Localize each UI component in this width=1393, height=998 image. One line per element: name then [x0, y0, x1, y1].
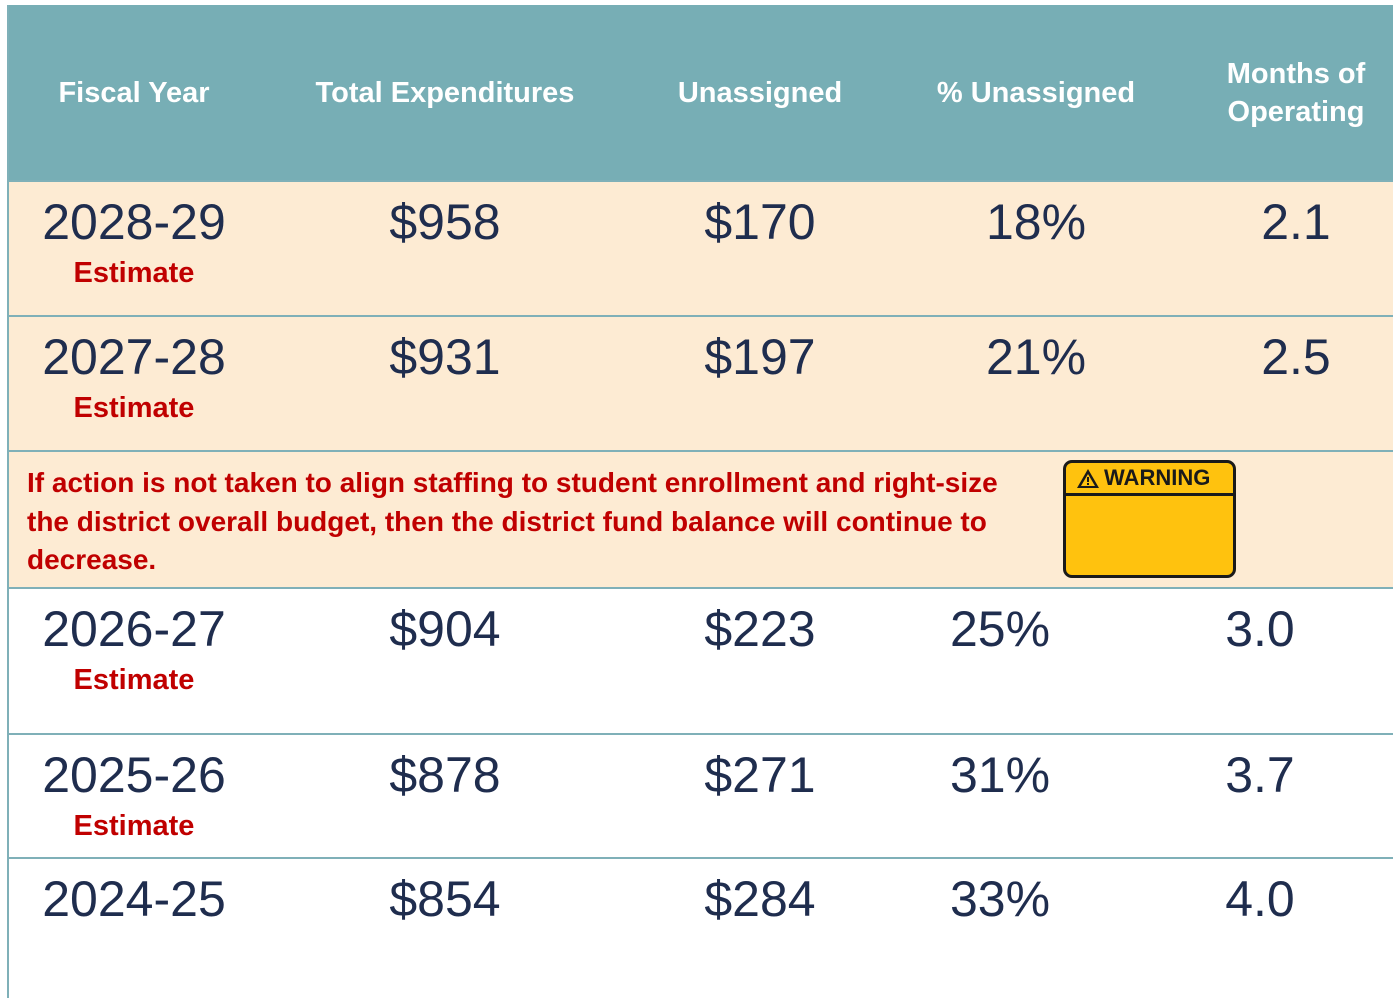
- cell-unassigned: $197: [704, 329, 816, 385]
- cell-year: 2027-28: [42, 329, 226, 385]
- cell-note: Estimate: [73, 257, 195, 289]
- cell-months: 2.5: [1261, 329, 1331, 385]
- table-row: 2024-25 $854 $284 33% 4.0: [8, 857, 1393, 998]
- cell-year: 2026-27: [42, 601, 226, 657]
- table-row: 2025-26 $878 $271 31% 3.7 Estimate: [8, 733, 1393, 857]
- cell-percent: 31%: [949, 747, 1051, 803]
- header-cell: Fiscal Year: [58, 76, 210, 109]
- warning-label: WARNING: [1104, 465, 1211, 490]
- cell-note: Estimate: [73, 392, 195, 424]
- header-cell: Total Expenditures: [315, 76, 575, 109]
- cell-unassigned: $223: [704, 601, 816, 657]
- cell-months: 3.7: [1225, 747, 1295, 803]
- cell-year: 2024-25: [42, 871, 226, 927]
- cell-expenditures: $958: [389, 194, 501, 250]
- warning-row: If action is not taken to align staffing…: [8, 450, 1393, 587]
- warning-band: WARNING: [1066, 463, 1233, 496]
- header-cell: Months of Operating: [1226, 57, 1366, 128]
- cell-percent: 33%: [949, 871, 1051, 927]
- cell-months: 3.0: [1225, 601, 1295, 657]
- header-cell: Unassigned: [677, 76, 843, 109]
- cell-note: Estimate: [73, 810, 195, 842]
- cell-percent: 18%: [985, 194, 1087, 250]
- cell-year: 2028-29: [42, 194, 226, 250]
- cell-expenditures: $854: [389, 871, 501, 927]
- cell-expenditures: $904: [389, 601, 501, 657]
- table-header: Fiscal Year Total Expenditures Unassigned%…: [8, 5, 1393, 180]
- cell-year: 2025-26: [42, 747, 226, 803]
- cell-unassigned: $170: [704, 194, 816, 250]
- cell-expenditures: $878: [389, 747, 501, 803]
- header-cell: % Unassigned: [936, 76, 1136, 109]
- warning-icon: [1077, 469, 1099, 488]
- warning-sign: WARNING: [1063, 460, 1236, 578]
- cell-percent: 21%: [985, 329, 1087, 385]
- table-row: 2027-28 $931 $197 21% 2.5 Estimate: [8, 315, 1393, 450]
- table-row: 2026-27 $904 $223 25% 3.0 Estimate: [8, 587, 1393, 733]
- cell-unassigned: $271: [704, 747, 816, 803]
- table-row: 2028-29 $958 $170 18% 2.1 Estimate: [8, 180, 1393, 315]
- cell-expenditures: $931: [389, 329, 501, 385]
- cell-note: Estimate: [73, 664, 195, 696]
- cell-unassigned: $284: [704, 871, 816, 927]
- cell-percent: 25%: [949, 601, 1051, 657]
- warning-text: If action is not taken to align staffing…: [27, 467, 998, 575]
- table-border: [7, 5, 9, 998]
- cell-months: 4.0: [1225, 871, 1295, 927]
- cell-months: 2.1: [1261, 194, 1331, 250]
